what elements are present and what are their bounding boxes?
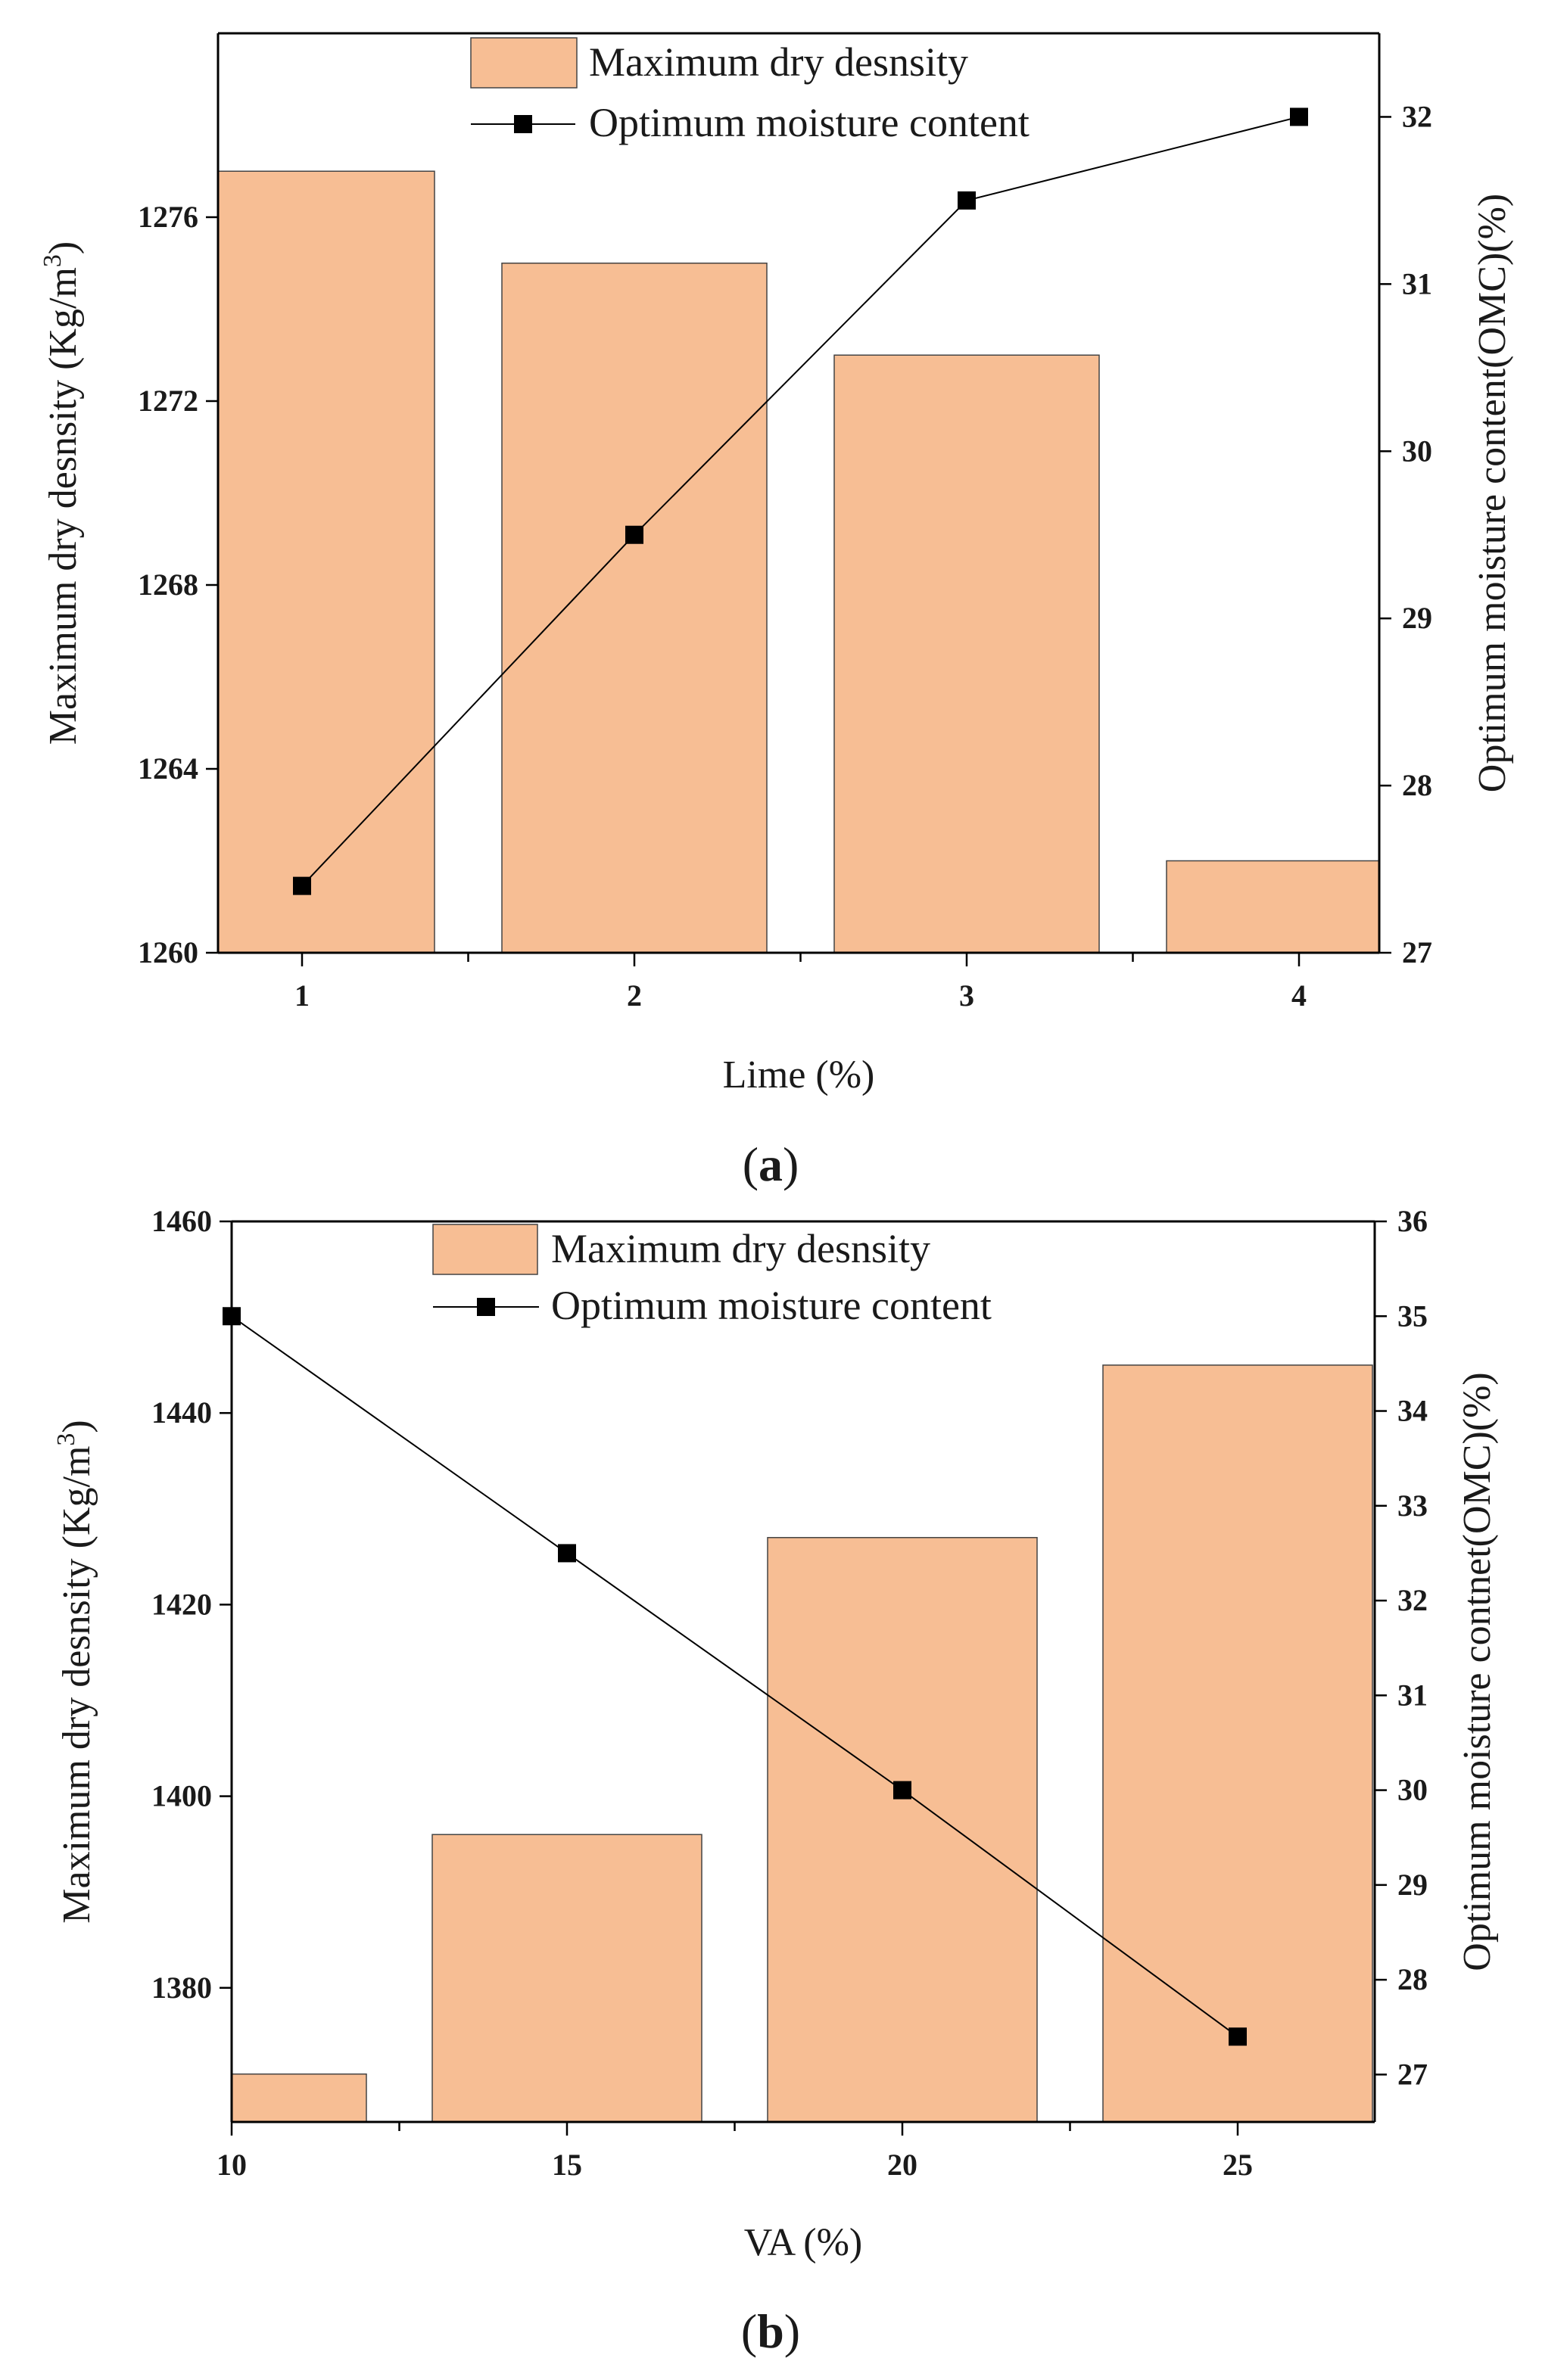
panel-caption: (a) (743, 1137, 799, 1191)
panel-caption-close: ) (784, 2304, 800, 2358)
x-tick-label: 3 (959, 978, 974, 1013)
right-y-axis-title: Optimum moisture contnet(OMC)(%) (1456, 1372, 1499, 1971)
bar-25 (1102, 1364, 1373, 2122)
right-y-tick-label: 36 (1397, 1204, 1428, 1238)
right-y-tick-label: 27 (1397, 2057, 1428, 2091)
bar-20 (767, 1537, 1038, 2122)
right-y-tick-label: 32 (1397, 1583, 1428, 1617)
legend-marker (477, 1298, 495, 1316)
right-y-tick-label: 29 (1397, 1868, 1428, 1902)
bar-3 (833, 354, 1100, 953)
x-tick-label: 15 (552, 2148, 582, 2182)
omc-marker-15 (558, 1544, 576, 1563)
panel-caption-close: ) (783, 1137, 799, 1191)
left-y-axis-title: Maximum dry desnsity (Kg/m3) (39, 241, 85, 745)
x-tick-label: 1 (294, 978, 310, 1013)
right-y-tick-label: 33 (1397, 1489, 1428, 1523)
right-y-tick-label: 30 (1397, 1773, 1428, 1807)
panel-caption-letter: b (757, 2304, 784, 2358)
right-y-tick-label: 31 (1402, 266, 1432, 300)
bar-series (232, 1364, 1373, 2122)
omc-line (231, 1315, 1238, 2038)
right-y-tick-label: 30 (1402, 434, 1432, 468)
panel-caption-open: ( (741, 2304, 757, 2358)
right-y-tick-label: 32 (1402, 99, 1432, 133)
left-y-tick-label: 1272 (138, 384, 198, 418)
left-y-tick-label: 1276 (138, 200, 198, 234)
legend-label-bar: Maximum dry desnsity (589, 39, 968, 85)
left-y-axis-title-main: Maximum dry desnsity (Kg/m (42, 267, 85, 745)
chart-panel-b: 1380 1400 1420 1440 1460 27 28 29 30 31 32 33 34 35 36… (52, 1204, 1499, 2358)
panel-caption: (b) (741, 2304, 800, 2358)
x-tick-label: 2 (627, 978, 642, 1013)
right-y-tick-label: 34 (1397, 1394, 1428, 1428)
bar-4 (1166, 860, 1379, 953)
chart-panel-a: 1260 1264 1268 1272 1276 27 28 29 30 31 32 1 2 3 4 Lime… (39, 32, 1514, 1191)
right-y-tick-label: 29 (1402, 601, 1432, 635)
omc-marker-20 (893, 1781, 911, 1800)
right-y-tick-label: 35 (1397, 1299, 1428, 1333)
omc-marker-3 (958, 191, 976, 210)
x-tick-label: 4 (1291, 978, 1307, 1013)
left-y-axis-title: Maximum dry desnsity (Kg/m3) (52, 1420, 98, 1924)
legend-label-line: Optimum moisture content (551, 1283, 992, 1328)
right-y-tick-label: 31 (1397, 1678, 1428, 1712)
bar-series (218, 170, 1379, 953)
omc-marker-25 (1229, 2027, 1247, 2046)
panel-caption-letter: a (759, 1137, 783, 1191)
left-y-axis-title-sup: 3 (52, 1433, 80, 1446)
bar-10 (232, 2073, 367, 2122)
left-y-axis-title-end: ) (42, 241, 85, 254)
legend-marker (514, 115, 532, 133)
left-y-tick-label: 1264 (138, 751, 198, 786)
x-tick-label: 10 (217, 2148, 247, 2182)
bar-15 (431, 1834, 702, 2122)
omc-marker-1 (293, 876, 311, 895)
legend-label-line: Optimum moisture content (589, 100, 1030, 145)
left-y-tick-label: 1460 (151, 1204, 212, 1238)
right-y-tick-label: 28 (1397, 1962, 1428, 1996)
left-y-tick-label: 1380 (151, 1971, 212, 2005)
omc-marker-2 (625, 525, 643, 544)
left-y-tick-label: 1268 (138, 568, 198, 602)
x-axis-title: Lime (%) (723, 1053, 875, 1097)
bar-1 (218, 170, 435, 953)
omc-marker-4 (1290, 107, 1308, 126)
left-y-axis-title-main: Maximum dry desnsity (Kg/m (55, 1446, 98, 1924)
legend-swatch-bar (470, 37, 578, 89)
left-y-axis-title-sup: 3 (39, 254, 67, 267)
x-tick-label: 20 (887, 2148, 917, 2182)
omc-line (301, 116, 1300, 887)
right-y-axis-title: Optimum moisture content(OMC)(%) (1471, 194, 1514, 792)
x-tick-label: 25 (1223, 2148, 1253, 2182)
legend-swatch-bar (432, 1224, 538, 1275)
left-y-tick-label: 1420 (151, 1587, 212, 1621)
left-y-tick-label: 1400 (151, 1779, 212, 1813)
panel-caption-open: ( (743, 1137, 759, 1191)
right-y-tick-label: 28 (1402, 768, 1432, 802)
right-y-tick-label: 27 (1402, 935, 1432, 969)
legend-label-bar: Maximum dry desnsity (551, 1226, 930, 1271)
x-axis-title: VA (%) (744, 2221, 862, 2264)
legend: Maximum dry desnsity Optimum moisture con… (432, 1224, 992, 1328)
left-y-tick-label: 1260 (138, 935, 198, 969)
legend: Maximum dry desnsity Optimum moisture con… (470, 37, 1030, 145)
left-y-tick-label: 1440 (151, 1395, 212, 1430)
left-y-axis-title-end: ) (55, 1420, 98, 1433)
bar-2 (501, 263, 768, 953)
